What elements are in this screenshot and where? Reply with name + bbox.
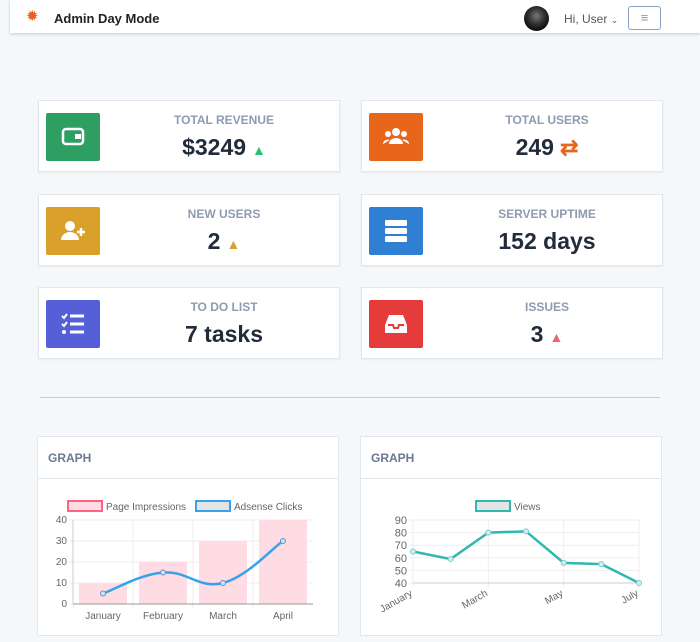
data-point (100, 590, 106, 597)
app-title[interactable]: Admin Day Mode (54, 11, 160, 26)
stat-value: 3 (530, 321, 544, 347)
y-tick-label: 60 (395, 553, 407, 565)
data-point (636, 580, 642, 586)
stat-card: TOTAL REVENUE $3249 ▲ (38, 100, 340, 172)
hamburger-icon[interactable]: ≡ (628, 6, 661, 30)
stat-label: ISSUES (524, 300, 569, 314)
user-plus-icon (46, 207, 100, 255)
views-line (412, 530, 640, 585)
users-icon (369, 113, 423, 161)
bar (139, 562, 187, 604)
stat-label: TOTAL REVENUE (173, 113, 274, 127)
inbox-icon (369, 300, 423, 348)
y-tick-label: 30 (56, 536, 68, 547)
stat-card: TOTAL USERS 249 ⇄ (361, 100, 663, 172)
x-tick-label: January (85, 611, 121, 622)
x-tick-label: July (620, 588, 641, 606)
x-tick-label: March (460, 588, 490, 611)
legend-swatch (475, 500, 511, 512)
x-tick-label: May (543, 588, 565, 607)
data-point (447, 556, 454, 563)
stat-value: $3249 (182, 134, 247, 160)
legend-label: Adsense Clicks (234, 502, 302, 513)
adsense-clicks-line (102, 539, 284, 595)
y-tick-label: 0 (61, 599, 67, 610)
legend-label: Page Impressions (106, 502, 186, 513)
stat-label: SERVER UPTIME (498, 207, 596, 221)
data-point (598, 561, 605, 568)
top-navbar: ✹ Admin Day Mode Hi, User ⌄ ≡ (10, 0, 700, 33)
stat-value-row: $3249 ▲ (109, 134, 339, 161)
x-tick-label: April (273, 611, 293, 622)
stat-label: NEW USERS (187, 207, 261, 221)
chevron-down-icon: ⌄ (610, 15, 619, 25)
stat-value-row: 2 ▲ (109, 228, 339, 255)
divider (40, 397, 660, 398)
x-tick-label: February (143, 611, 183, 622)
graph-title: GRAPH (38, 437, 338, 479)
data-point (220, 580, 226, 586)
y-tick-label: 40 (395, 578, 407, 590)
data-point (485, 529, 492, 536)
stat-value-row: 152 days (432, 228, 662, 255)
y-tick-label: 40 (56, 515, 68, 526)
stat-value: 2 (207, 228, 221, 254)
stat-value-row: 3 ▲ (432, 321, 662, 348)
data-point (560, 559, 567, 566)
trend-up-icon: ▲ (252, 142, 266, 158)
stat-card: TO DO LIST 7 tasks (38, 287, 340, 359)
trend-up-icon: ▲ (226, 236, 241, 252)
tasks-icon (46, 300, 100, 348)
avatar[interactable] (524, 6, 549, 31)
bar-line-chart: 0 10 20 30 40 January February March April Page I… (56, 500, 313, 622)
greeting: Hi, User (564, 12, 608, 26)
exchange-icon: ⇄ (559, 135, 579, 160)
stat-label: TOTAL USERS (505, 113, 589, 127)
y-tick-label: 70 (395, 540, 407, 552)
stat-label: TO DO LIST (190, 300, 258, 314)
legend-swatch (195, 500, 231, 512)
graph-card-2: GRAPH 40 50 60 70 80 90 January March May July Vie… (360, 436, 662, 636)
x-tick-label: March (209, 611, 237, 622)
legend-swatch (67, 500, 103, 512)
server-icon (369, 207, 423, 255)
y-tick-label: 50 (395, 565, 407, 577)
y-tick-label: 80 (395, 528, 407, 540)
sun-icon: ✹ (26, 8, 39, 25)
y-tick-label: 20 (56, 557, 68, 568)
data-point (280, 538, 286, 544)
stat-value: 152 days (498, 228, 596, 254)
bar (259, 520, 307, 604)
stat-value: 249 (515, 134, 554, 160)
graph-card-1: GRAPH 0 10 20 30 40 January February March April… (37, 436, 339, 636)
stat-value-row: 7 tasks (109, 321, 339, 348)
data-point (160, 569, 166, 576)
stat-card: ISSUES 3 ▲ (361, 287, 663, 359)
y-tick-label: 90 (395, 515, 407, 527)
stat-card: SERVER UPTIME 152 days (361, 194, 663, 266)
graph-title: GRAPH (361, 437, 661, 479)
user-menu[interactable]: Hi, User ⌄ (564, 12, 618, 26)
data-point (523, 528, 529, 535)
bar (199, 541, 247, 604)
stat-value-row: 249 ⇄ (432, 134, 662, 161)
stat-value: 7 tasks (184, 321, 263, 347)
data-point (410, 548, 416, 555)
stat-card: NEW USERS 2 ▲ (38, 194, 340, 266)
trend-up-icon: ▲ (549, 329, 564, 345)
legend-label: Views (514, 502, 541, 513)
y-tick-label: 10 (56, 578, 68, 589)
x-tick-label: January (378, 588, 414, 615)
wallet-icon (46, 113, 100, 161)
